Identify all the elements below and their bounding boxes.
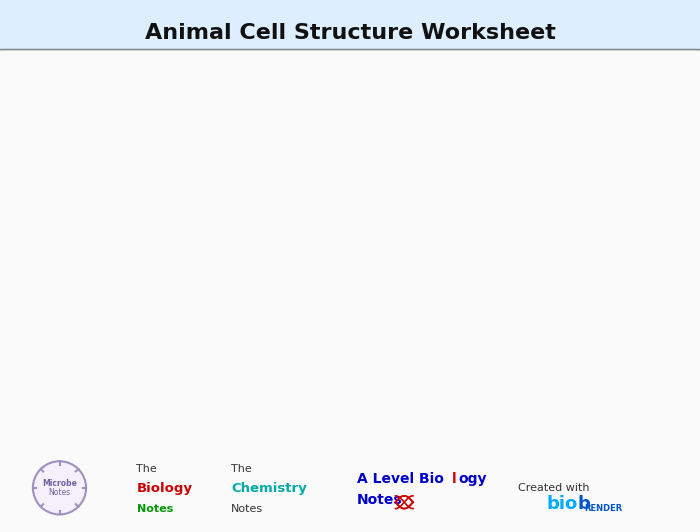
Text: Notes: Notes [357,493,402,507]
Ellipse shape [233,316,299,338]
Circle shape [294,236,303,245]
Text: RENDER: RENDER [584,504,623,512]
Circle shape [243,353,261,371]
Circle shape [251,266,260,275]
Circle shape [282,285,291,294]
FancyBboxPatch shape [7,276,98,303]
Circle shape [291,250,300,259]
Ellipse shape [219,357,282,373]
FancyBboxPatch shape [598,73,690,98]
FancyBboxPatch shape [598,310,690,335]
Circle shape [309,253,318,261]
FancyBboxPatch shape [7,241,98,269]
Text: Notes: Notes [231,504,263,513]
Ellipse shape [223,331,295,350]
FancyBboxPatch shape [7,172,98,200]
Circle shape [204,286,218,300]
FancyBboxPatch shape [598,105,690,130]
FancyBboxPatch shape [598,138,690,163]
Text: The: The [231,464,252,474]
Text: Animal Cell Structure Worksheet: Animal Cell Structure Worksheet [145,23,555,43]
FancyBboxPatch shape [155,267,290,398]
Circle shape [254,259,263,268]
Ellipse shape [168,69,441,458]
Text: b: b [578,495,590,513]
FancyBboxPatch shape [0,49,700,532]
Text: Chemistry: Chemistry [231,482,307,495]
Ellipse shape [224,271,280,335]
Text: Microbe: Microbe [42,479,77,487]
Circle shape [297,281,305,290]
Circle shape [308,279,317,288]
FancyBboxPatch shape [7,95,98,122]
Text: l: l [452,472,456,486]
Text: The: The [136,464,158,474]
Circle shape [300,299,309,308]
Circle shape [263,250,272,259]
Text: A Level Bio: A Level Bio [357,472,444,486]
Text: Notes: Notes [48,488,71,496]
FancyBboxPatch shape [598,344,690,370]
Circle shape [292,260,301,269]
FancyBboxPatch shape [7,331,98,359]
Text: Notes: Notes [136,504,173,513]
Ellipse shape [169,239,207,282]
Circle shape [302,342,332,373]
Circle shape [33,461,86,514]
FancyBboxPatch shape [598,377,690,403]
FancyBboxPatch shape [598,243,690,269]
Circle shape [362,237,380,255]
Circle shape [290,266,299,275]
Text: Biology: Biology [136,482,192,495]
Circle shape [258,245,267,254]
Circle shape [302,265,311,275]
Text: Created with: Created with [518,483,589,493]
Text: ogy: ogy [458,472,487,486]
Circle shape [257,280,266,289]
Ellipse shape [228,170,388,383]
Circle shape [279,271,288,280]
Ellipse shape [237,200,337,343]
FancyBboxPatch shape [7,137,98,165]
Circle shape [285,291,294,300]
FancyBboxPatch shape [0,0,700,356]
Circle shape [187,210,205,228]
FancyBboxPatch shape [143,257,274,392]
FancyBboxPatch shape [7,206,98,234]
Ellipse shape [262,237,304,290]
Circle shape [166,165,184,184]
Ellipse shape [350,130,392,178]
Circle shape [262,294,271,303]
FancyBboxPatch shape [7,367,98,395]
Circle shape [179,179,210,210]
Ellipse shape [190,89,244,150]
Circle shape [274,255,284,264]
Ellipse shape [400,173,440,231]
Circle shape [302,259,312,268]
Text: bio: bio [546,495,578,513]
Ellipse shape [220,344,290,362]
FancyBboxPatch shape [598,171,690,197]
